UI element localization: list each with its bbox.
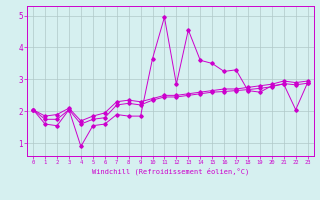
X-axis label: Windchill (Refroidissement éolien,°C): Windchill (Refroidissement éolien,°C) — [92, 168, 249, 175]
